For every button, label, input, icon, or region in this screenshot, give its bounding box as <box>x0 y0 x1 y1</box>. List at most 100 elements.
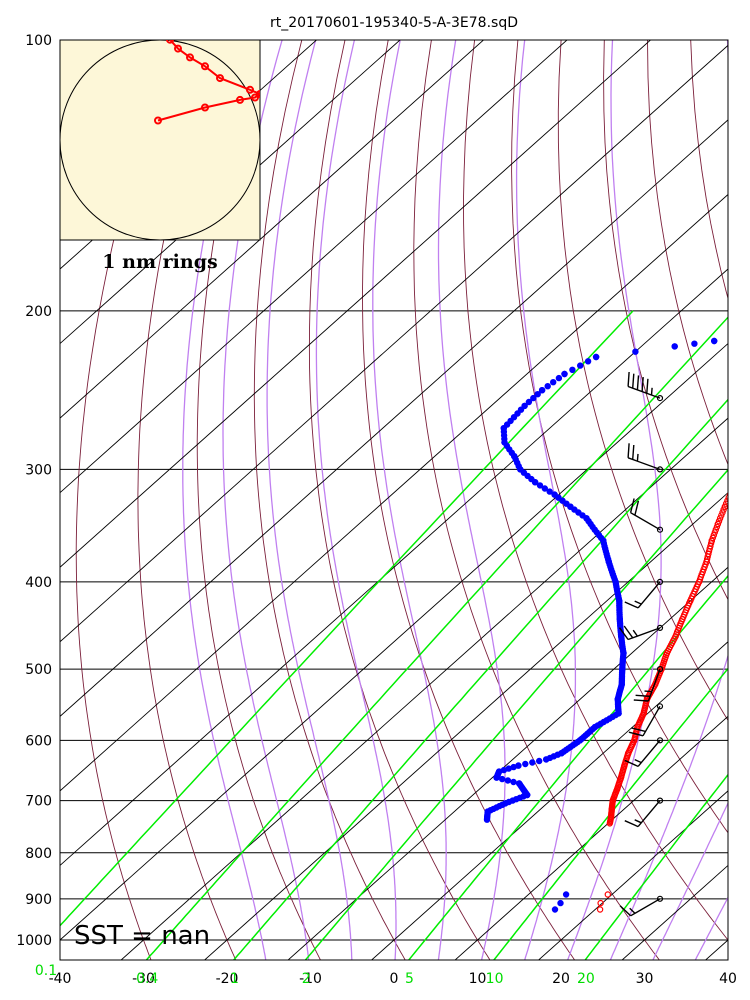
dewpoint-point <box>504 777 512 784</box>
wind-barb-flag <box>628 731 644 737</box>
x-tick-label: -10 <box>299 971 322 987</box>
wind-barb-flag <box>623 625 634 639</box>
dewpoint-point <box>577 362 584 369</box>
wind-barb-half-flag <box>636 453 639 462</box>
hodograph-point <box>201 62 209 71</box>
wind-barb-station <box>656 624 664 632</box>
temperature-point <box>606 820 614 827</box>
dewpoint-point <box>550 379 557 386</box>
wind-barb-flag <box>618 627 629 640</box>
x-axis-tick-labels: -40 -30 -20 -10 0 10 20 30 40 <box>49 971 737 987</box>
dry-adiabat-line <box>413 40 660 960</box>
hodograph-point <box>251 93 259 102</box>
wind-barb-half-flag <box>632 629 638 637</box>
temperature-point <box>742 447 747 452</box>
mixing-ratio-label: 20 <box>577 971 595 987</box>
mixing-ratio-line <box>584 773 728 960</box>
dewpoint-point <box>507 417 514 425</box>
temperature-point <box>735 460 740 465</box>
hodograph-point <box>174 44 182 53</box>
wind-barb-station <box>656 526 664 533</box>
temperature-point <box>731 477 736 482</box>
y-tick-label: 500 <box>25 662 52 678</box>
hodograph-point <box>236 95 244 104</box>
wind-barb-flag <box>633 699 649 702</box>
x-tick-label: 10 <box>469 971 487 987</box>
wind-barb-flag <box>629 498 635 513</box>
moist-adiabat-line <box>315 40 397 960</box>
wind-barb-staff <box>637 581 661 609</box>
moist-adiabat-line <box>515 40 577 960</box>
dewpoint-point <box>534 391 541 398</box>
x-tick-label: -40 <box>49 971 72 987</box>
wind-barb <box>633 665 664 702</box>
dewpoint-point <box>499 775 506 783</box>
wind-barb-flag <box>636 375 640 390</box>
wind-barb-staff <box>630 898 661 917</box>
wind-barb-staff <box>647 668 661 702</box>
isotherm-line <box>537 790 728 960</box>
temperature-point <box>604 891 612 898</box>
temperature-point <box>742 447 747 452</box>
dewpoint-point <box>543 756 550 763</box>
temperature-point <box>731 480 736 485</box>
moist-adiabat-line <box>222 40 310 960</box>
dewpoint-point <box>529 759 536 766</box>
wind-barb-flag <box>641 377 644 392</box>
plot-frame <box>59 39 729 961</box>
temperature-point <box>729 489 734 494</box>
sst-annotation: SST = nan <box>74 921 210 951</box>
dewpoint-point <box>557 899 564 907</box>
mixing-ratio-lines <box>60 310 728 960</box>
wind-barb-half-flag <box>634 758 642 764</box>
isobar-lines <box>60 40 728 941</box>
wind-barb-flag <box>627 443 630 458</box>
isotherm-line <box>60 268 728 867</box>
wind-barb-station <box>656 395 664 402</box>
wind-barb-half-flag <box>629 907 636 914</box>
dewpoint-point <box>569 366 576 373</box>
isotherm-line <box>203 492 728 960</box>
dewpoint-point <box>522 760 529 768</box>
moist-adiabat-line <box>182 40 267 960</box>
hodograph-point <box>162 31 168 37</box>
wind-barb-station <box>656 797 664 804</box>
y-tick-label: 400 <box>25 575 52 591</box>
isotherm-line <box>60 40 568 494</box>
chart-title: rt_20170601-195340-5-A-3E78.sqD <box>270 15 518 31</box>
dewpoint-point <box>575 509 582 516</box>
x-tick-label: 0 <box>390 971 399 987</box>
mixing-ratio-label: 0.4 <box>136 971 158 987</box>
y-tick-label: 200 <box>25 304 52 320</box>
temperature-point <box>741 450 746 455</box>
hodograph-point <box>216 74 224 83</box>
y-axis-tick-labels: 100 200 300 400 500 600 700 800 900 1000 <box>16 33 52 949</box>
mixing-ratio-label: 2 <box>302 971 311 987</box>
temperature-point <box>714 520 722 528</box>
hodograph-point <box>154 116 162 125</box>
wind-barb-staff <box>637 739 661 767</box>
moist-adiabat-line <box>652 801 728 960</box>
x-tick-label: 30 <box>636 971 654 987</box>
y-tick-label: 100 <box>25 33 52 49</box>
temperature-point <box>720 506 727 513</box>
dewpoint-point <box>561 370 568 378</box>
x-tick-label: -30 <box>132 971 155 987</box>
hodograph-inset <box>59 31 261 241</box>
temperature-point <box>711 529 719 536</box>
temperature-point <box>719 509 726 516</box>
mixing-ratio-labels: 0.1 0.4 1 2 5 10 20 <box>35 963 595 987</box>
temperature-point <box>718 512 725 519</box>
mixing-ratio-line <box>304 468 728 960</box>
wind-barb-staff <box>642 705 661 737</box>
temperature-point <box>733 470 738 475</box>
wind-barb-half-flag <box>650 387 653 396</box>
hodograph-background <box>59 39 261 241</box>
wind-barb-station <box>656 578 664 586</box>
isotherm-line <box>60 119 728 717</box>
dewpoint-point <box>483 816 491 823</box>
isotherm-line <box>454 715 728 960</box>
dry-adiabat-line <box>137 40 237 960</box>
temperature-point <box>744 443 749 448</box>
